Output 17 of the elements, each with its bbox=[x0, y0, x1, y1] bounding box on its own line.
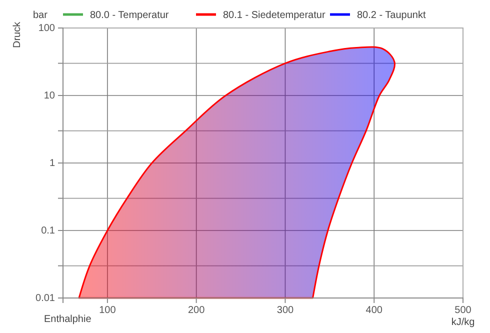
text: bar bbox=[33, 10, 48, 21]
x-tick-label: 300 bbox=[276, 305, 294, 316]
y-tick-label: 10 bbox=[44, 90, 56, 102]
x-tick-label: 200 bbox=[188, 305, 206, 316]
x-tick-label: 400 bbox=[366, 305, 383, 316]
x-axis-title: Enthalphie bbox=[44, 314, 92, 325]
y-tick-label: 0.1 bbox=[41, 226, 56, 237]
x-tick-label: 100 bbox=[99, 305, 116, 316]
legend-label: 80.1 - Siedetemperatur bbox=[223, 10, 326, 21]
text: kJ/kg bbox=[451, 317, 475, 328]
legend-label: 80.2 - Taupunkt bbox=[357, 10, 426, 21]
x-tick-label: 500 bbox=[454, 305, 472, 316]
y-axis-title: Druck bbox=[12, 20, 23, 48]
y-tick-label: 100 bbox=[38, 23, 56, 34]
y-tick-label: 1 bbox=[49, 158, 56, 170]
y-tick-label: 0.01 bbox=[36, 293, 56, 304]
legend-label: 80.0 - Temperatur bbox=[90, 10, 170, 21]
